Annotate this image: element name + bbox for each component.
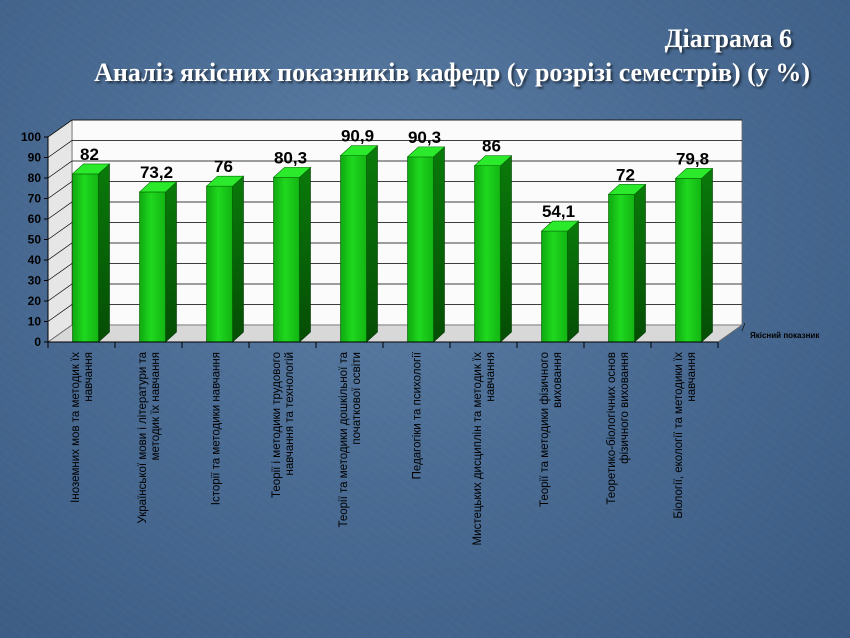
gridline (47, 119, 742, 138)
bar-top (540, 220, 580, 232)
bar-side (232, 175, 244, 343)
gridline (47, 304, 742, 322)
x-category-label: навчання (83, 352, 95, 402)
bar (205, 175, 245, 343)
y-axis: 0 10 20 30 40 50 60 70 80 90 100 (21, 130, 49, 349)
bar-side (366, 144, 378, 343)
grid-lines (47, 119, 742, 322)
bar-front (541, 230, 568, 343)
y-tick-label: 50 (28, 233, 42, 247)
x-category-label: навчання та технологій (284, 352, 296, 476)
bar-front (407, 156, 434, 343)
x-category-label: Теорії та методики дошкільної та (338, 351, 350, 527)
data-labels: 82 73,2 76 80,3 90,9 90,3 86 54,1 72 79,8 (80, 127, 709, 221)
data-label: 80,3 (274, 148, 307, 167)
y-tick-label: 100 (21, 130, 41, 144)
bar-side (634, 183, 646, 343)
x-category-label: Мистецьких дисциплін та методик їх (472, 352, 484, 546)
diagram-number: Діаграма 6 (664, 24, 792, 53)
data-label: 73,2 (140, 163, 173, 182)
x-category-label: початкової освіти (351, 352, 363, 445)
y-tick-label: 10 (28, 315, 42, 329)
data-label: 76 (214, 157, 233, 176)
legend: Якісний показник (741, 322, 820, 340)
x-category-label: Історії та методики навчання (211, 352, 223, 505)
y-tick-label: 80 (28, 171, 42, 185)
gridline (47, 181, 742, 199)
y-tick-label: 40 (28, 253, 42, 267)
bar-side (433, 146, 445, 343)
y-tick-label: 30 (28, 274, 42, 288)
x-category-label: методик їх навчання (150, 352, 162, 460)
gridline (47, 201, 742, 220)
x-category-label: навчання (485, 352, 497, 402)
gridline (47, 160, 742, 179)
x-category-label: навчання (686, 352, 698, 402)
bar (540, 220, 580, 343)
data-label: 90,3 (408, 128, 441, 147)
gridline (47, 222, 742, 240)
legend-leader (741, 322, 746, 332)
bar-top (674, 168, 714, 179)
data-label: 86 (482, 137, 501, 156)
bar-front (340, 155, 367, 343)
bar-front (474, 165, 501, 343)
gridline (47, 283, 742, 302)
x-category-label: Української мови і літератури та (137, 351, 149, 523)
bar-front (608, 194, 635, 343)
legend-label: Якісний показник (750, 331, 820, 340)
bar (473, 155, 513, 343)
data-label: 72 (616, 165, 635, 184)
data-label: 82 (80, 145, 99, 164)
data-label: 90,9 (341, 127, 374, 146)
x-category-label: фізичного виховання (619, 352, 631, 464)
gridline (47, 140, 742, 158)
bar-top (339, 145, 379, 156)
bar-side (567, 220, 579, 343)
bar-top (607, 184, 647, 195)
bar (71, 163, 111, 343)
bar-side (701, 167, 713, 343)
bar-top (138, 181, 178, 193)
bar (339, 144, 379, 343)
bar-front (139, 191, 166, 343)
bar (674, 167, 714, 343)
bar-top (272, 167, 312, 178)
y-tick-label: 0 (34, 335, 41, 349)
x-category-label: Теорії і методики трудового (271, 352, 283, 498)
bar-top (473, 155, 513, 166)
y-tick-label: 70 (28, 192, 42, 206)
gridline (47, 242, 742, 261)
bar-side (165, 181, 177, 343)
bar-top (205, 175, 245, 187)
data-label: 79,8 (676, 149, 709, 168)
chart-title: Аналіз якісних показників кафедр (у розр… (94, 58, 810, 87)
bar-front (273, 177, 300, 343)
x-category-label: Теорії та методики фізичного (539, 352, 551, 507)
bar (406, 146, 446, 343)
y-tick-label: 90 (28, 151, 42, 165)
bar (272, 166, 312, 343)
y-tick-label: 20 (28, 294, 42, 308)
bar-top (71, 163, 111, 175)
x-category-label: Педагогіки та психології (412, 351, 424, 479)
x-category-label: Іноземних мов та методик їх (70, 352, 82, 503)
data-label: 54,1 (542, 202, 575, 221)
x-category-label: Біології, екології та методики їх (673, 352, 685, 519)
bar-front (675, 178, 702, 343)
x-category-label: виховання (552, 352, 564, 408)
bar-top (406, 146, 446, 158)
bar-side (98, 163, 110, 343)
bar-side (299, 166, 311, 343)
bar (138, 181, 178, 343)
gridline (47, 263, 742, 281)
bar-front (206, 185, 233, 343)
x-category-label: Теоретико-біологічних основ (606, 352, 618, 505)
x-axis: Іноземних мов та методик їх навчання Украї… (47, 341, 719, 546)
bar-side (500, 155, 512, 343)
y-tick-label: 60 (28, 212, 42, 226)
bar-front (72, 173, 99, 343)
bar (607, 183, 647, 343)
